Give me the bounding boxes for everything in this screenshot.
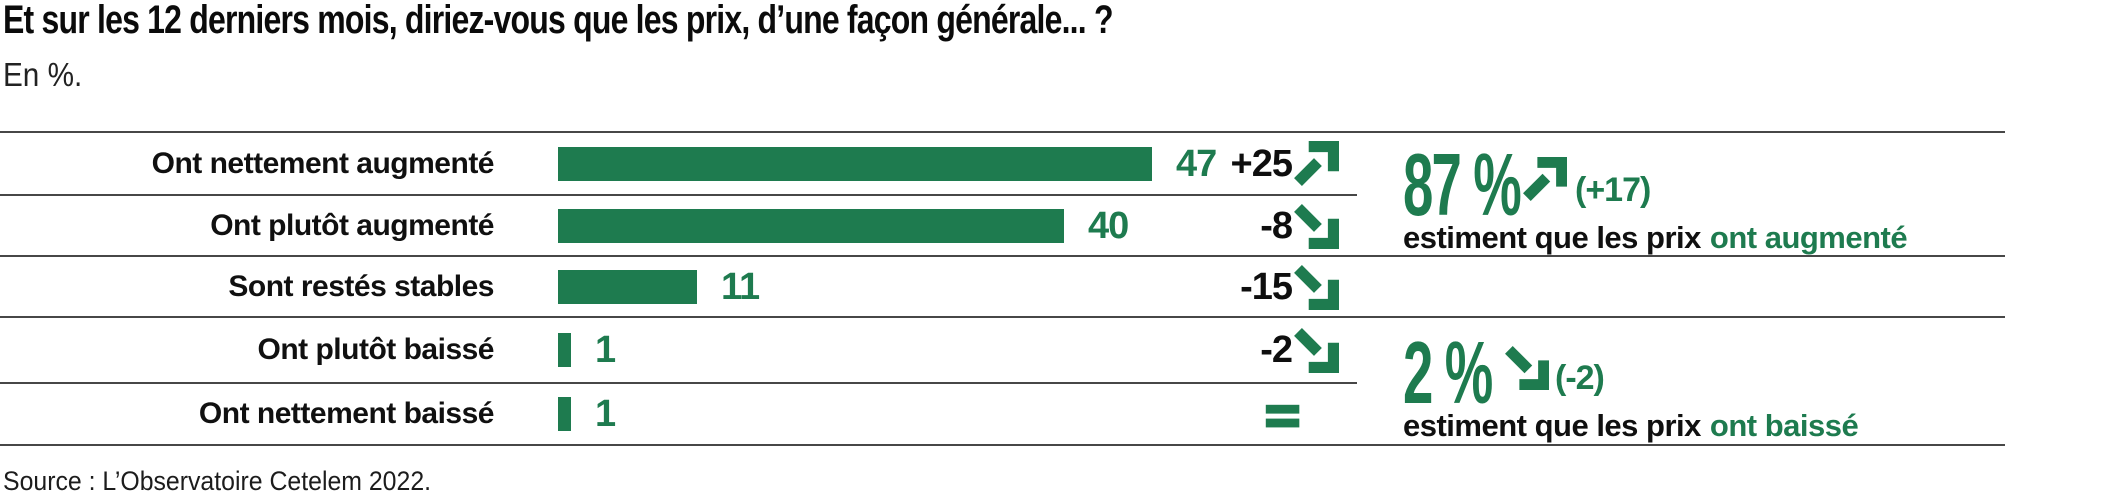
row-label: Ont plutôt baissé — [257, 333, 494, 366]
trend-up-icon — [1292, 141, 1340, 187]
bar — [558, 333, 571, 367]
summary-percentage: 87 % — [1403, 135, 1522, 234]
trend-up-icon — [1521, 157, 1568, 202]
chart-title: Et sur les 12 derniers mois, diriez-vous… — [3, 0, 1114, 42]
row-label: Ont nettement augmenté — [151, 146, 495, 180]
summary-delta: (-2) — [1555, 359, 1605, 397]
trend-down-icon — [1292, 327, 1340, 373]
bar-row: Sont restés stables 11 -15 — [0, 257, 1360, 316]
bar-row: Ont nettement augmenté 47 +25 — [0, 133, 1360, 194]
bar — [558, 208, 1064, 243]
bar-track: 1 — [558, 393, 616, 435]
separator-line-top — [0, 131, 2005, 133]
row-label: Sont restés stables — [228, 269, 494, 303]
separator-line-row1 — [0, 194, 1357, 196]
summary-sentence-highlight: ont baissé — [1709, 408, 1859, 443]
source-caption: Source : L’Observatoire Cetelem 2022. — [3, 466, 432, 496]
separator-line-bottom — [0, 444, 2005, 446]
bar-row: Ont nettement baissé 1 — [0, 384, 1360, 444]
separator-line-row3 — [0, 316, 2005, 318]
bar-value-label: 1 — [595, 329, 616, 371]
bar-track: 40 — [558, 204, 1129, 247]
delta-label: -2 — [1260, 329, 1293, 371]
row-label: Ont nettement baissé — [198, 397, 495, 430]
separator-line-row2 — [0, 255, 2005, 257]
trend-equal-icon — [1260, 391, 1308, 437]
delta-label: -15 — [1240, 265, 1293, 308]
row-label: Ont plutôt augmenté — [210, 208, 494, 242]
bar — [558, 269, 697, 304]
bar-track: 1 — [558, 329, 616, 371]
bar-value-label: 40 — [1088, 204, 1129, 247]
summary-block-decrease: 2 % (-2) estiment que les prix ont baiss… — [1403, 323, 1859, 444]
summary-sentence: estiment que les prix ont augmenté — [1403, 220, 1908, 256]
delta-label: +25 — [1230, 142, 1293, 185]
bar — [558, 146, 1152, 181]
bar-value-label: 1 — [595, 393, 616, 435]
bar-value-label: 47 — [1176, 142, 1217, 185]
summary-sentence-prefix: estiment que les prix — [1403, 408, 1701, 443]
bar-track: 47 — [558, 142, 1217, 185]
summary-sentence: estiment que les prix ont baissé — [1403, 408, 1859, 444]
bar-track: 11 — [558, 265, 760, 308]
delta-label: -8 — [1260, 204, 1293, 247]
separator-line-row4 — [0, 382, 1357, 384]
summary-sentence-highlight: ont augmenté — [1709, 220, 1908, 255]
summary-block-increase: 87 % (+17) estiment que les prix ont aug… — [1403, 135, 1908, 256]
summary-delta: (+17) — [1575, 171, 1651, 209]
bar — [558, 397, 571, 431]
bar-row: Ont plutôt baissé 1 -2 — [0, 318, 1360, 382]
chart-unit-subtitle: En %. — [3, 56, 83, 93]
trend-down-icon — [1503, 345, 1550, 390]
bar-row: Ont plutôt augmenté 40 -8 — [0, 196, 1360, 255]
trend-down-icon — [1292, 203, 1340, 249]
summary-percentage: 2 % — [1403, 323, 1493, 422]
summary-sentence-prefix: estiment que les prix — [1403, 220, 1701, 255]
trend-down-icon — [1292, 264, 1340, 310]
bar-value-label: 11 — [721, 265, 760, 308]
